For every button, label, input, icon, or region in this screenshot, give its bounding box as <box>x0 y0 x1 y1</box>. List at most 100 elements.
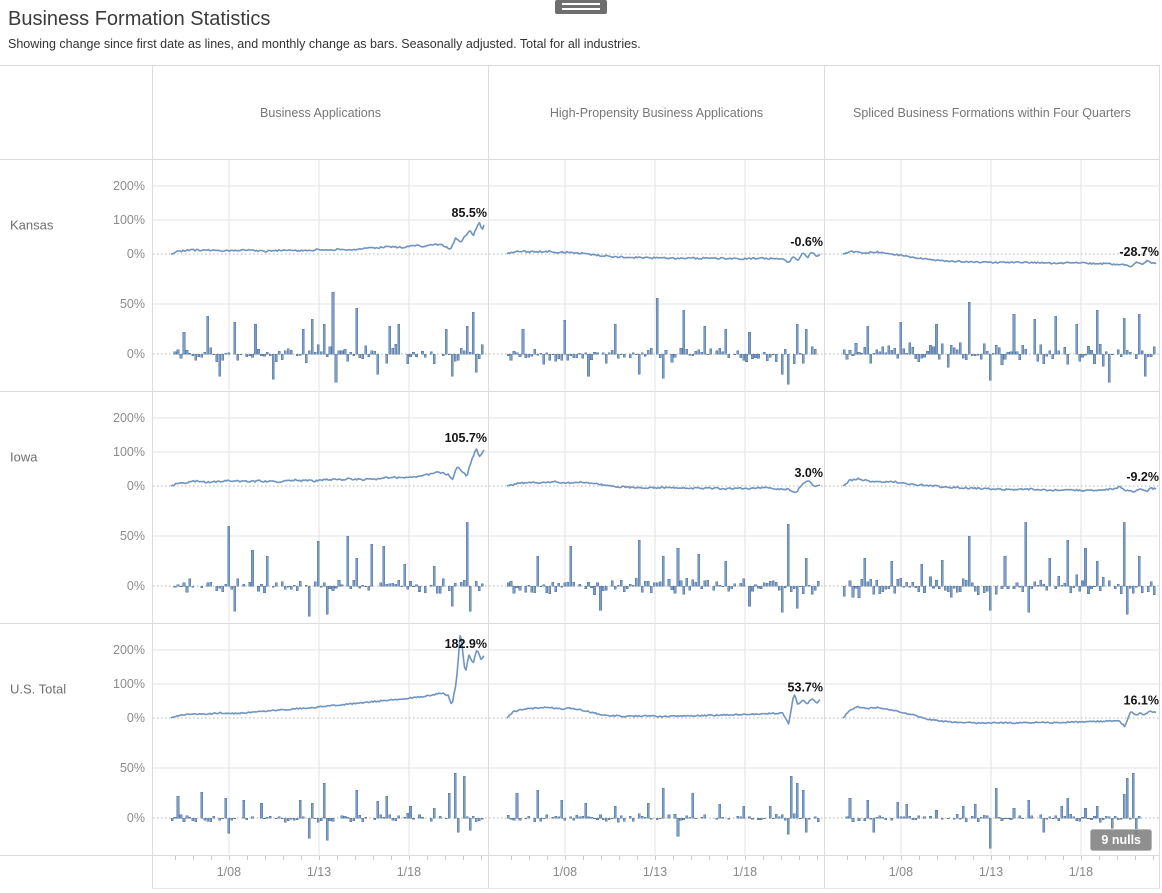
nulls-indicator-badge[interactable]: 9 nulls <box>1090 829 1152 851</box>
panel-u-s-total-business-applications: 182.9% <box>152 623 489 856</box>
y-axis-tick-label: 0% <box>126 811 145 825</box>
x-axis-minor-tick <box>601 856 602 860</box>
line-chart-kansas-high-propensity-business-applications[interactable]: -0.6% <box>489 160 825 290</box>
x-axis-minor-tick <box>409 856 411 860</box>
x-axis-minor-tick <box>1045 856 1047 860</box>
x-axis-minor-tick <box>319 856 320 860</box>
x-axis-high-propensity-business-applications: 1/08 1/13 1/18 <box>488 855 824 889</box>
x-axis-minor-tick <box>937 856 938 860</box>
row-header-iowa[interactable]: Iowa <box>0 391 88 623</box>
bar-chart-kansas-business-applications[interactable] <box>153 290 489 392</box>
x-axis-minor-tick <box>210 856 212 860</box>
x-axis-minor-tick <box>817 856 819 860</box>
x-axis-minor-tick <box>955 856 956 860</box>
panel-kansas-high-propensity-business-applications: -0.6% <box>488 159 825 392</box>
x-axis-minor-tick <box>1063 856 1065 860</box>
x-axis-tick-label: 1/18 <box>396 865 422 879</box>
line-chart-u-s-total-spliced-business-formations-within-four-quarters[interactable]: 16.1% <box>825 624 1161 754</box>
x-axis-minor-tick <box>528 856 530 860</box>
x-axis-minor-tick <box>799 856 801 860</box>
row-header-u-s-total[interactable]: U.S. Total <box>0 623 88 855</box>
x-axis-minor-tick <box>301 856 302 860</box>
x-axis-minor-tick <box>546 856 548 860</box>
x-axis-minor-tick <box>691 856 693 860</box>
x-axis-tick-label: 1/18 <box>732 865 758 879</box>
bar-chart-iowa-spliced-business-formations-within-four-quarters[interactable] <box>825 522 1161 624</box>
small-multiples-grid: Business Applications High-Propensity Bu… <box>0 65 1161 889</box>
line-chart-iowa-business-applications[interactable]: 105.7% <box>153 392 489 522</box>
x-axis-minor-tick <box>445 856 447 860</box>
x-axis-minor-tick <box>373 856 375 860</box>
bar-chart-u-s-total-spliced-business-formations-within-four-quarters[interactable]: 9 nulls <box>825 754 1161 856</box>
x-axis-minor-tick <box>900 856 902 860</box>
row-header-label: Kansas <box>10 217 54 233</box>
bar-chart-iowa-business-applications[interactable] <box>153 522 489 624</box>
x-axis-tick-label: 1/13 <box>306 865 332 879</box>
line-end-value-label: 105.7% <box>445 431 487 445</box>
bar-chart-u-s-total-high-propensity-business-applications[interactable] <box>489 754 825 856</box>
y-axis-tick-label: 50% <box>119 297 145 311</box>
x-axis-minor-tick <box>673 856 675 860</box>
y-axis-tick-label: 50% <box>119 529 145 543</box>
x-axis-minor-tick <box>463 856 465 860</box>
bar-chart-kansas-spliced-business-formations-within-four-quarters[interactable] <box>825 290 1161 392</box>
panel-iowa-spliced-business-formations-within-four-quarters: -9.2% <box>824 391 1161 624</box>
panel-iowa-business-applications: 105.7% <box>152 391 489 624</box>
line-end-value-label: 16.1% <box>1124 694 1159 708</box>
bar-chart-iowa-high-propensity-business-applications[interactable] <box>489 522 825 624</box>
line-end-value-label: 182.9% <box>445 637 487 651</box>
x-axis-business-applications: 1/08 1/13 1/18 <box>152 855 488 889</box>
panel-kansas-business-applications: 85.5% <box>152 159 489 392</box>
x-axis-minor-tick <box>228 856 230 860</box>
y-axis-tick-label: 0% <box>126 579 145 593</box>
x-axis-minor-tick <box>619 856 620 860</box>
x-axis-minor-tick <box>727 856 729 860</box>
x-axis-minor-tick <box>391 856 393 860</box>
panel-iowa-high-propensity-business-applications: 3.0% <box>488 391 825 624</box>
line-chart-iowa-high-propensity-business-applications[interactable]: 3.0% <box>489 392 825 522</box>
x-axis-minor-tick <box>1153 856 1155 860</box>
drag-handle-icon[interactable] <box>555 0 607 14</box>
y-axis-tick-label: 100% <box>113 213 145 227</box>
y-axis-tick-label: 0% <box>126 347 145 361</box>
x-axis-minor-tick <box>283 856 284 860</box>
line-chart-u-s-total-high-propensity-business-applications[interactable]: 53.7% <box>489 624 825 754</box>
line-chart-kansas-spliced-business-formations-within-four-quarters[interactable]: -28.7% <box>825 160 1161 290</box>
x-axis-minor-tick <box>582 856 584 860</box>
row-header-kansas[interactable]: Kansas <box>0 159 88 391</box>
y-axis-u-s-total: 200% 100% 0% 50% 0% <box>88 623 152 855</box>
line-chart-kansas-business-applications[interactable]: 85.5% <box>153 160 489 290</box>
x-axis-tick-label: 1/08 <box>216 865 242 879</box>
y-axis-tick-label: 100% <box>113 677 145 691</box>
column-header-high-propensity-business-applications[interactable]: High-Propensity Business Applications <box>488 66 824 159</box>
x-axis-filler <box>0 855 152 889</box>
panel-kansas-spliced-business-formations-within-four-quarters: -28.7% <box>824 159 1161 392</box>
x-axis-minor-tick <box>1135 856 1137 860</box>
page-title: Business Formation Statistics <box>8 8 271 30</box>
x-axis-minor-tick <box>1009 856 1011 860</box>
panel-u-s-total-spliced-business-formations-within-four-quarters: 16.1% 9 nulls <box>824 623 1161 856</box>
line-chart-iowa-spliced-business-formations-within-four-quarters[interactable]: -9.2% <box>825 392 1161 522</box>
row-header-label: Iowa <box>10 449 38 465</box>
x-axis-minor-tick <box>1099 856 1101 860</box>
x-axis-minor-tick <box>763 856 765 860</box>
y-axis-tick-label: 200% <box>113 643 145 657</box>
column-header-business-applications[interactable]: Business Applications <box>152 66 488 159</box>
x-axis-minor-tick <box>991 856 992 860</box>
y-axis-tick-label: 0% <box>126 479 145 493</box>
line-end-value-label: -0.6% <box>790 235 823 249</box>
y-axis-tick-label: 100% <box>113 445 145 459</box>
y-axis-tick-label: 200% <box>113 411 145 425</box>
x-axis-tick-label: 1/08 <box>552 865 578 879</box>
x-axis-minor-tick <box>246 856 248 860</box>
bar-chart-kansas-high-propensity-business-applications[interactable] <box>489 290 825 392</box>
bar-chart-u-s-total-business-applications[interactable] <box>153 754 489 856</box>
y-axis-tick-label: 200% <box>113 179 145 193</box>
column-header-spliced-business-formations[interactable]: Spliced Business Formations within Four … <box>824 66 1160 159</box>
x-axis-minor-tick <box>846 856 848 860</box>
x-axis-minor-tick <box>655 856 656 860</box>
line-chart-u-s-total-business-applications[interactable]: 182.9% <box>153 624 489 754</box>
x-axis-minor-tick <box>481 856 483 860</box>
y-axis-iowa: 200% 100% 0% 50% 0% <box>88 391 152 623</box>
